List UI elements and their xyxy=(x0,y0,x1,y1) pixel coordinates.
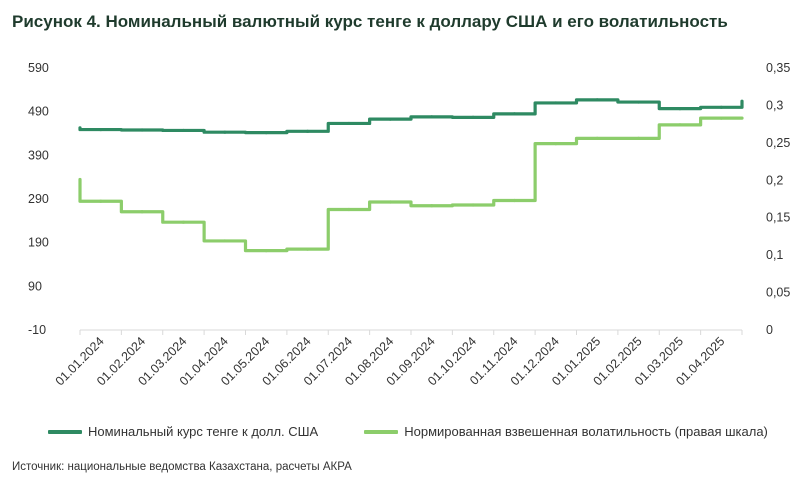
y-left-tick-label: 490 xyxy=(28,105,49,119)
source-note: Источник: национальные ведомства Казахст… xyxy=(12,461,352,473)
y-right-tick-label: 0,15 xyxy=(766,211,790,225)
data-point-volatility xyxy=(388,200,392,204)
data-point-volatility xyxy=(264,249,268,253)
y-left-tick-label: 590 xyxy=(28,61,49,75)
data-point-exchange-rate xyxy=(636,100,641,104)
legend-label-exchange-rate: Номинальный курс тенге к долл. США xyxy=(88,424,319,439)
data-point-exchange-rate xyxy=(430,115,434,119)
data-point-exchange-rate xyxy=(223,130,227,134)
data-point-exchange-rate xyxy=(140,128,144,132)
data-point-volatility xyxy=(471,203,475,207)
legend-item-exchange-rate: Номинальный курс тенге к долл. США xyxy=(48,424,318,439)
data-point-volatility xyxy=(305,247,310,251)
y-left-tick-label: 90 xyxy=(28,279,42,293)
series-lines xyxy=(78,98,744,253)
data-point-exchange-rate xyxy=(264,131,268,135)
y-right-tick-label: 0,05 xyxy=(766,286,790,300)
data-point-exchange-rate xyxy=(181,128,186,133)
data-point-exchange-rate xyxy=(678,107,682,111)
data-point-volatility xyxy=(140,210,144,214)
chart-title: Рисунок 4. Номинальный валютный курс тен… xyxy=(12,12,728,31)
y-axis-left: 590 490 390 290 190 90 -10 xyxy=(28,61,49,337)
legend-label-volatility: Нормированная взвешенная волатильность (… xyxy=(404,424,768,439)
data-point-exchange-rate xyxy=(388,117,392,121)
y-left-tick-label: -10 xyxy=(28,323,46,337)
data-point-exchange-rate xyxy=(99,127,103,132)
series-line-volatility xyxy=(78,116,744,253)
data-point-volatility xyxy=(678,123,682,127)
data-point-volatility xyxy=(554,142,558,146)
data-point-exchange-rate xyxy=(512,112,517,116)
data-point-exchange-rate xyxy=(305,129,310,133)
x-axis-labels: 01.01.202401.02.202401.03.202401.04.2024… xyxy=(53,334,728,388)
data-point-exchange-rate xyxy=(595,98,599,102)
y-right-tick-label: 0,35 xyxy=(766,61,790,75)
y-right-tick-label: 0,3 xyxy=(766,98,783,112)
legend: Номинальный курс тенге к долл. США Норми… xyxy=(48,424,768,439)
data-point-volatility xyxy=(512,198,517,203)
x-axis-ticks xyxy=(79,330,743,335)
y-right-tick-label: 0,2 xyxy=(766,173,783,187)
data-point-exchange-rate xyxy=(347,121,351,126)
y-left-tick-label: 290 xyxy=(28,192,49,206)
data-point-exchange-rate xyxy=(554,101,558,105)
y-right-tick-label: 0,1 xyxy=(766,248,783,262)
data-point-exchange-rate xyxy=(471,115,475,119)
y-left-tick-label: 390 xyxy=(28,148,49,162)
data-point-volatility xyxy=(347,207,351,212)
data-point-volatility xyxy=(430,204,434,208)
data-point-volatility xyxy=(223,239,227,243)
y-left-tick-label: 190 xyxy=(28,236,49,250)
y-right-tick-label: 0 xyxy=(766,323,773,337)
data-point-volatility xyxy=(595,136,599,140)
data-point-volatility xyxy=(636,136,641,140)
series-line-exchange-rate xyxy=(78,98,744,135)
legend-swatch-exchange-rate xyxy=(48,429,82,434)
data-point-exchange-rate xyxy=(719,105,723,109)
y-axis-right: 0,35 0,3 0,25 0,2 0,15 0,1 0,05 0 xyxy=(766,61,790,337)
data-point-volatility xyxy=(99,199,103,203)
legend-swatch-volatility xyxy=(364,429,399,434)
y-right-tick-label: 0,25 xyxy=(766,136,790,150)
data-point-volatility xyxy=(181,220,186,224)
data-point-volatility xyxy=(719,116,723,120)
legend-item-volatility: Нормированная взвешенная волатильность (… xyxy=(364,424,768,439)
